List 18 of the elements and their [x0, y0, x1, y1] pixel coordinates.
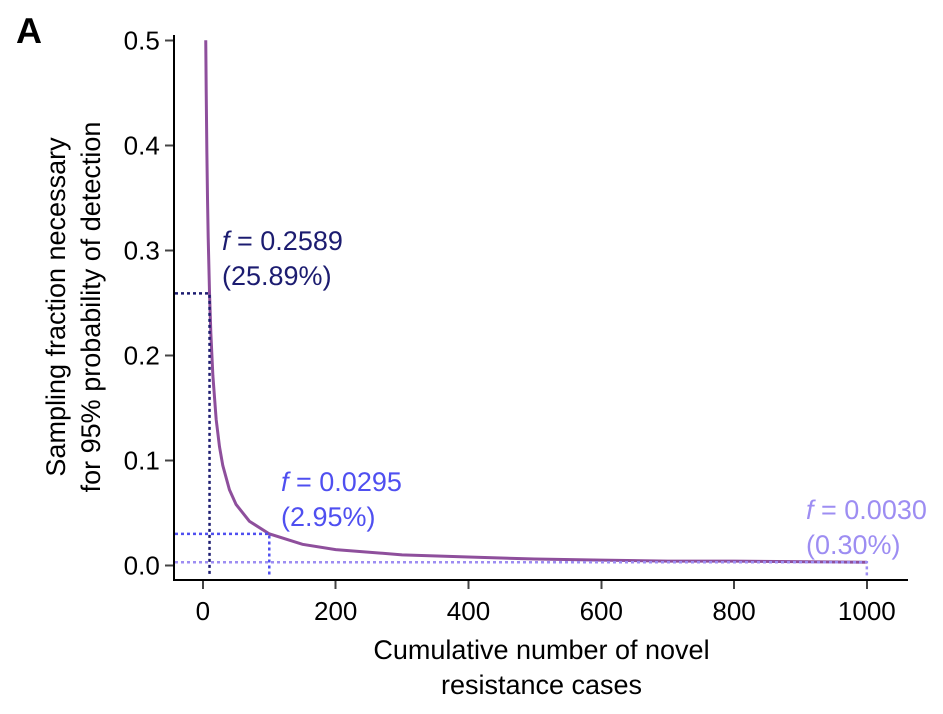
x-tick-label: 800 — [712, 596, 756, 626]
annotation: f = 0.0030 (0.30%) — [806, 495, 927, 560]
y-tick-label: 0.2 — [124, 340, 160, 370]
annotation: f = 0.2589 (25.89%) — [222, 226, 343, 292]
x-tick-label: 0 — [196, 596, 210, 626]
y-tick-label: 0.3 — [124, 235, 160, 266]
x-tick-label: 400 — [446, 596, 490, 626]
y-tick-label: 0.1 — [124, 445, 160, 476]
text: A — [16, 10, 42, 51]
annotation: f = 0.0295 (2.95%) — [281, 467, 402, 532]
y-tick-label: 0.5 — [124, 25, 160, 56]
y-tick-label: 0.4 — [124, 130, 160, 160]
x-axis-title: Cumulative number of novel resistance cases — [373, 635, 710, 700]
y-tick-label: 0.0 — [124, 550, 160, 580]
x-tick-label: 600 — [580, 596, 623, 626]
x-tick-label: 1000 — [838, 596, 896, 626]
x-tick-label: 200 — [314, 596, 358, 626]
y-axis-title: Sampling fraction necessary for 95% probability of detection — [41, 122, 106, 492]
